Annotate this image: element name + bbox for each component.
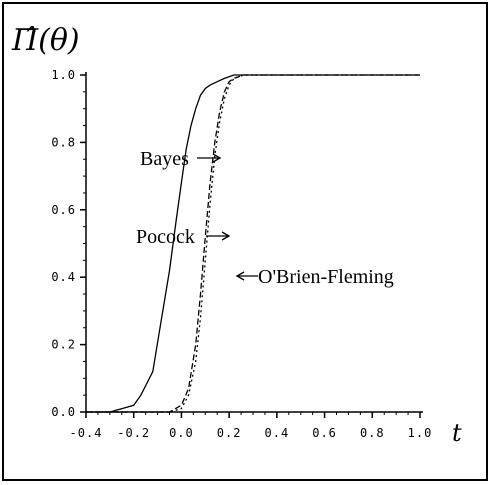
axes: 0.0 0.2 0.4 0.6 0.8 1.0 -0.4 -0.2 0.0 0.2 0.4 0.6 0.… <box>51 68 433 440</box>
y-axis-title: Π̂(θ) <box>11 23 80 58</box>
x-tick-label: 0.6 <box>312 426 337 440</box>
annotation-arrow-head <box>212 153 222 163</box>
annotation-2: Pocock <box>136 226 195 248</box>
x-tick-label: 0.0 <box>169 426 194 440</box>
y-tick-label: 0.0 <box>51 405 76 419</box>
y-tick-label: 1.0 <box>51 68 76 82</box>
annotation-3: O'Brien-Fleming <box>258 266 394 288</box>
x-tick-label: -0.2 <box>117 426 150 440</box>
x-axis-title: t <box>452 419 462 447</box>
chart-frame <box>2 2 488 481</box>
y-tick-label: 0.4 <box>51 270 76 284</box>
x-tick-label: 0.4 <box>265 426 290 440</box>
annotation-1: Bayes <box>140 148 189 170</box>
x-tick-label: -0.4 <box>70 426 103 440</box>
y-tick-label: 0.2 <box>51 338 76 352</box>
x-tick-label: 0.8 <box>360 426 385 440</box>
series-line-bayes <box>86 74 420 413</box>
y-tick-label: 0.6 <box>51 203 76 217</box>
x-tick-label: 0.2 <box>217 426 242 440</box>
x-tick-label: 1.0 <box>408 426 433 440</box>
series-line-o-brien-fleming <box>86 74 420 413</box>
annotation-arrow-head <box>235 271 245 281</box>
annotation-arrow-head <box>221 231 231 241</box>
series-line-pocock <box>86 74 420 413</box>
annotations: Bayes Pocock O'Brien-Fleming <box>136 148 394 288</box>
series-lines <box>86 74 420 413</box>
y-tick-label: 0.8 <box>51 135 76 149</box>
